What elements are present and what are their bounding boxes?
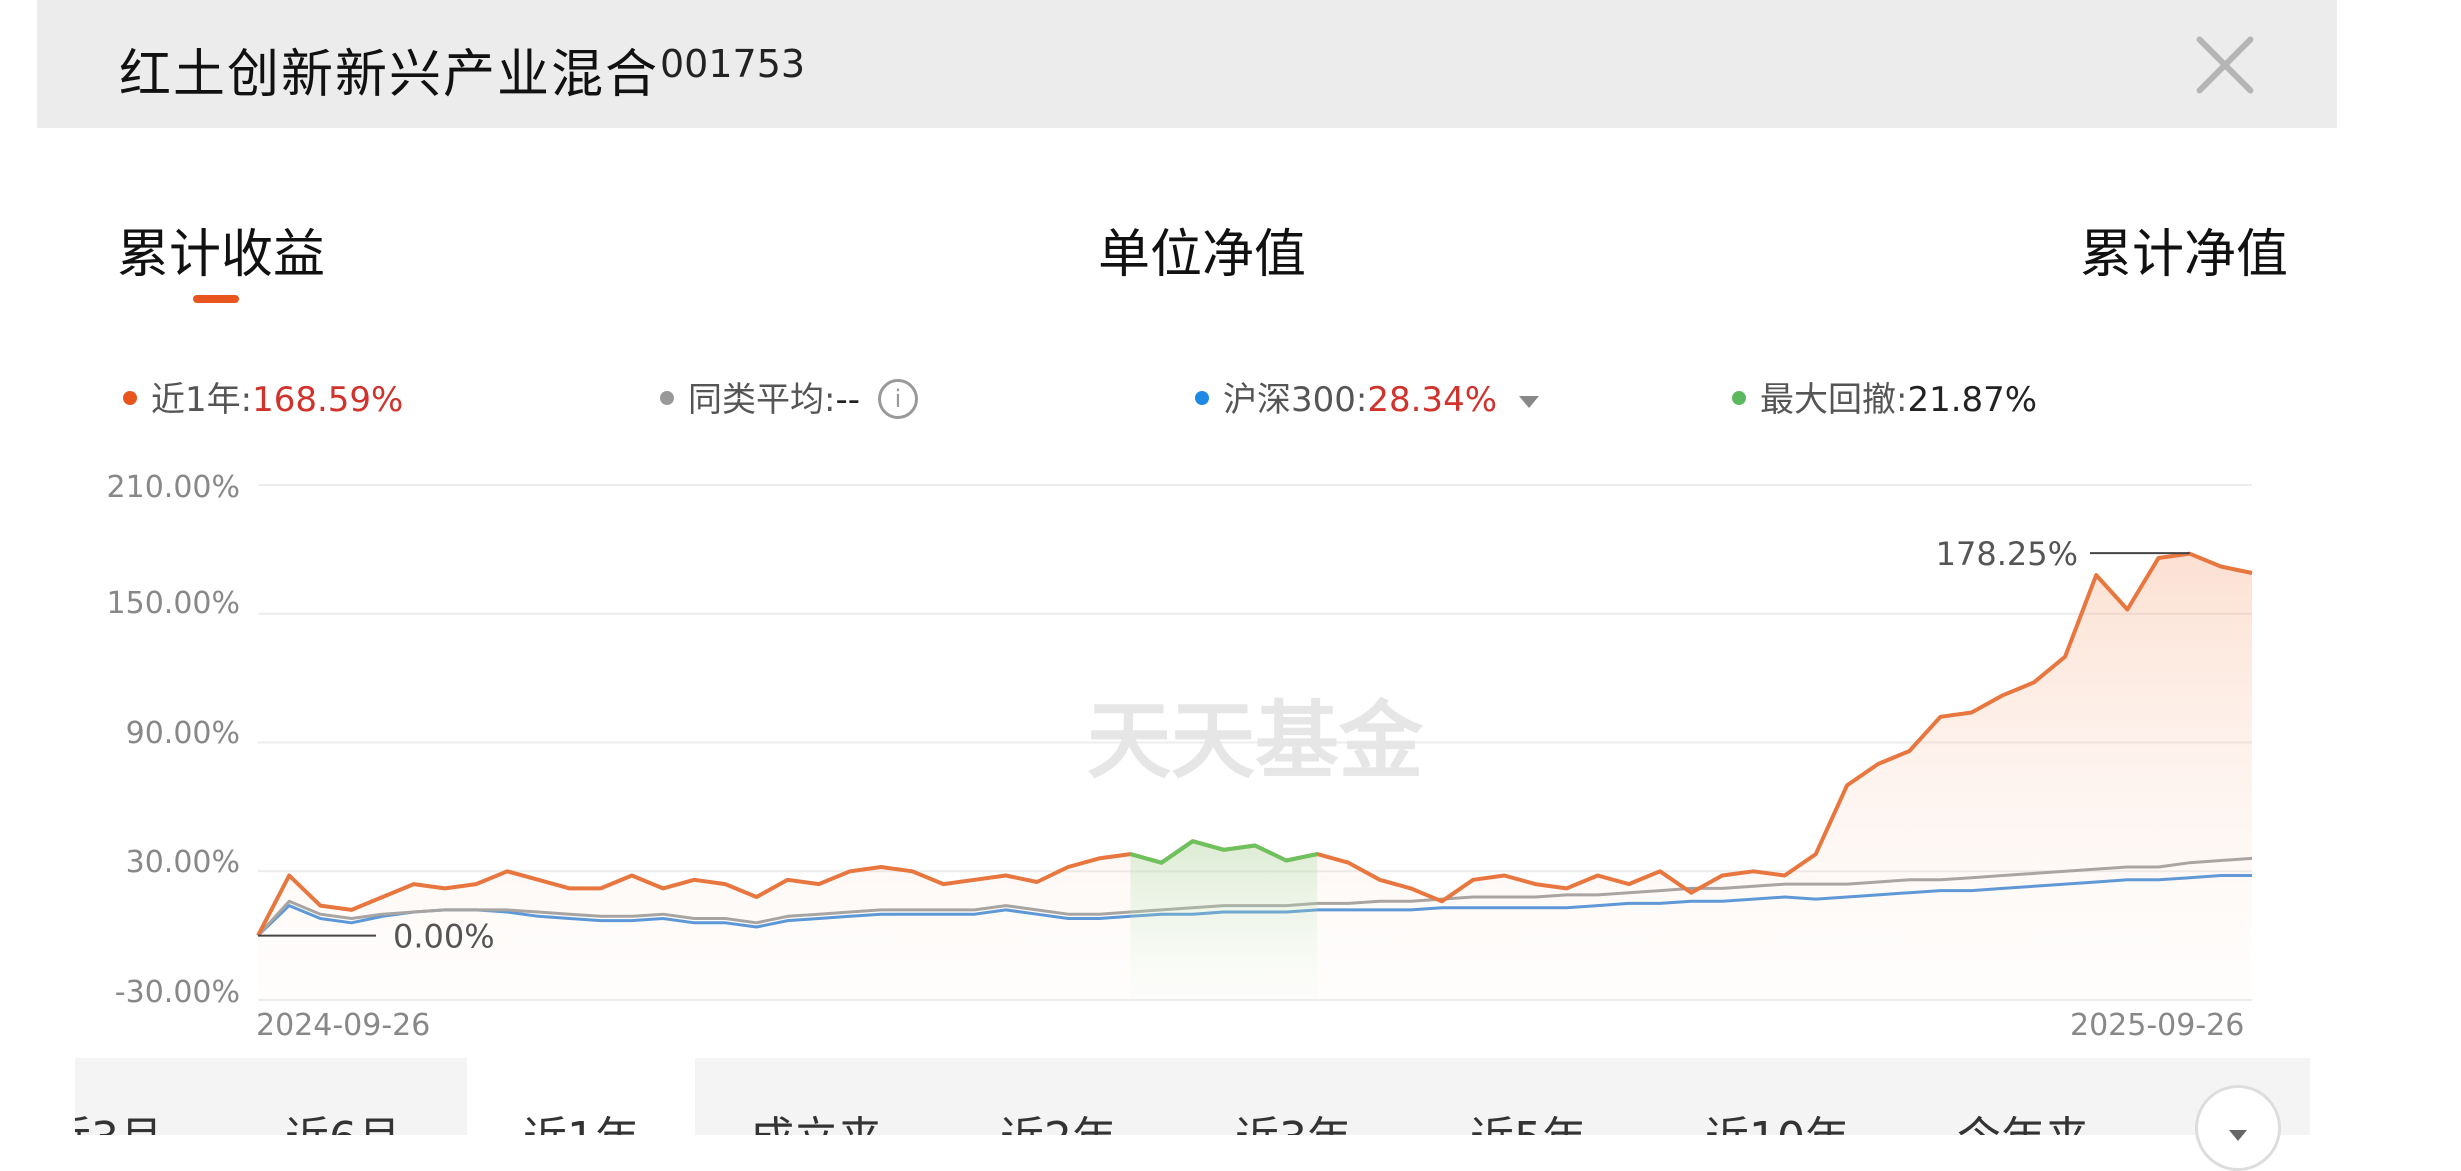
drawdown-dot-icon bbox=[1732, 390, 1746, 405]
legend-fund-value: 168.59% bbox=[252, 380, 404, 420]
period-2y[interactable]: 近2年 bbox=[1000, 1102, 1116, 1135]
legend-peer-value: -- bbox=[835, 380, 861, 420]
x-start-label: 2024-09-26 bbox=[256, 1008, 431, 1043]
peer-dot-icon bbox=[660, 390, 674, 405]
info-icon[interactable]: i bbox=[878, 378, 919, 419]
legend-fund-label: 近1年: bbox=[151, 380, 253, 420]
active-period-background bbox=[467, 1058, 695, 1135]
dropdown-caret-icon[interactable] bbox=[1519, 395, 1540, 408]
y-tick-label: 90.00% bbox=[125, 716, 240, 751]
period-6m[interactable]: 近6月 bbox=[285, 1102, 401, 1135]
index-dot-icon bbox=[1195, 390, 1209, 405]
period-selector: 近3月 近6月 近1年 成立来 近2年 近3年 近5年 近10年 今年来 bbox=[75, 1058, 2310, 1135]
legend-drawdown-value: 21.87% bbox=[1907, 380, 2038, 420]
return-chart: 天天基金 178.25% 0.00% bbox=[256, 484, 2253, 1001]
fund-code: 001753 bbox=[660, 42, 806, 86]
tab-unit-nav[interactable]: 单位净值 bbox=[1098, 225, 1307, 285]
more-periods-button[interactable] bbox=[2195, 1085, 2281, 1171]
watermark: 天天基金 bbox=[1087, 691, 1424, 790]
legend-peer-label: 同类平均: bbox=[688, 380, 836, 420]
fund-area-fill bbox=[258, 553, 2252, 1000]
max-annotation-label: 178.25% bbox=[1936, 535, 2078, 573]
y-tick-label: -30.00% bbox=[114, 975, 240, 1010]
legend-index: 沪深300:28.34% bbox=[1195, 372, 1540, 421]
legend-index-label: 沪深300: bbox=[1223, 380, 1368, 420]
legend-index-value: 28.34% bbox=[1367, 380, 1498, 420]
start-annotation-label: 0.00% bbox=[393, 918, 495, 956]
fund-title: 红土创新新兴产业混合 bbox=[119, 45, 660, 105]
tab-cumulative-return[interactable]: 累计收益 bbox=[117, 225, 326, 285]
x-end-label: 2025-09-26 bbox=[2070, 1008, 2245, 1043]
legend-peer: 同类平均:-- i bbox=[660, 372, 919, 422]
series-line-drawdown bbox=[1129, 839, 1318, 865]
legend-drawdown: 最大回撤:21.87% bbox=[1732, 372, 2037, 421]
period-inception[interactable]: 成立来 bbox=[750, 1102, 882, 1135]
period-3y[interactable]: 近3年 bbox=[1235, 1102, 1351, 1135]
header-bar: 红土创新新兴产业混合 001753 bbox=[37, 0, 2337, 128]
legend-drawdown-label: 最大回撤: bbox=[1760, 380, 1908, 420]
y-tick-label: 210.00% bbox=[106, 470, 240, 505]
y-tick-label: 30.00% bbox=[125, 845, 240, 880]
period-5y[interactable]: 近5年 bbox=[1470, 1102, 1586, 1135]
fund-dot-icon bbox=[123, 390, 137, 405]
drawdown-area-fill bbox=[1130, 841, 1318, 1000]
active-tab-indicator bbox=[193, 295, 239, 303]
period-1y[interactable]: 近1年 bbox=[523, 1102, 639, 1135]
period-3m[interactable]: 近3月 bbox=[75, 1102, 163, 1135]
period-10y[interactable]: 近10年 bbox=[1705, 1102, 1849, 1135]
period-ytd[interactable]: 今年来 bbox=[1957, 1102, 2089, 1135]
y-tick-label: 150.00% bbox=[106, 586, 240, 621]
tab-cumulative-nav[interactable]: 累计净值 bbox=[2080, 225, 2289, 285]
legend-fund: 近1年:168.59% bbox=[123, 372, 403, 421]
